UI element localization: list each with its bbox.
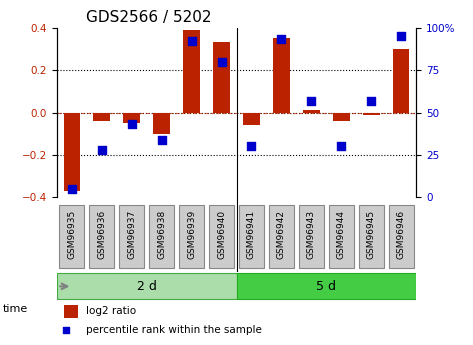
Text: log2 ratio: log2 ratio (86, 306, 136, 316)
FancyBboxPatch shape (179, 205, 204, 268)
Text: GSM96945: GSM96945 (367, 210, 376, 259)
FancyBboxPatch shape (269, 205, 294, 268)
Bar (393, 49, 410, 112)
FancyBboxPatch shape (389, 205, 413, 268)
Text: 5 d: 5 d (316, 280, 336, 293)
Text: GSM96942: GSM96942 (277, 210, 286, 259)
Text: time: time (2, 304, 27, 314)
Text: 2 d: 2 d (137, 280, 157, 293)
FancyBboxPatch shape (239, 205, 264, 268)
Text: percentile rank within the sample: percentile rank within the sample (86, 325, 262, 335)
FancyBboxPatch shape (359, 205, 384, 268)
Bar (64, 305, 79, 318)
Text: GSM96944: GSM96944 (337, 210, 346, 259)
Text: GSM96943: GSM96943 (307, 210, 316, 259)
FancyBboxPatch shape (89, 205, 114, 268)
Point (315, 243, 322, 248)
Point (248, 144, 255, 149)
FancyBboxPatch shape (209, 205, 234, 268)
Text: GSM96935: GSM96935 (67, 210, 76, 259)
Text: GSM96941: GSM96941 (247, 210, 256, 259)
Point (158, 137, 166, 142)
Point (338, 144, 345, 149)
Point (68, 186, 76, 192)
Bar (153, 112, 170, 134)
FancyBboxPatch shape (236, 273, 416, 299)
Text: GSM96940: GSM96940 (217, 210, 226, 259)
FancyBboxPatch shape (57, 273, 236, 299)
Bar (94, 112, 110, 121)
Bar (123, 112, 140, 123)
Text: GSM96946: GSM96946 (397, 210, 406, 259)
FancyBboxPatch shape (60, 205, 84, 268)
Text: GSM96936: GSM96936 (97, 210, 106, 259)
Point (278, 37, 285, 42)
Text: GSM96937: GSM96937 (127, 210, 136, 259)
Text: GSM96939: GSM96939 (187, 210, 196, 259)
Bar (363, 112, 379, 115)
Text: GSM96938: GSM96938 (157, 210, 166, 259)
Point (188, 38, 195, 44)
Bar (63, 112, 80, 191)
FancyBboxPatch shape (119, 205, 144, 268)
Bar (333, 112, 350, 121)
Bar (213, 42, 230, 112)
Bar (243, 112, 260, 125)
Bar (184, 30, 200, 112)
FancyBboxPatch shape (329, 205, 354, 268)
Point (128, 122, 135, 127)
Text: GDS2566 / 5202: GDS2566 / 5202 (86, 10, 211, 25)
Point (307, 98, 315, 104)
Bar (273, 38, 289, 112)
Point (218, 59, 225, 64)
Point (98, 147, 105, 152)
Point (397, 33, 405, 39)
Bar (303, 110, 320, 112)
FancyBboxPatch shape (299, 205, 324, 268)
FancyBboxPatch shape (149, 205, 174, 268)
Point (368, 98, 375, 104)
